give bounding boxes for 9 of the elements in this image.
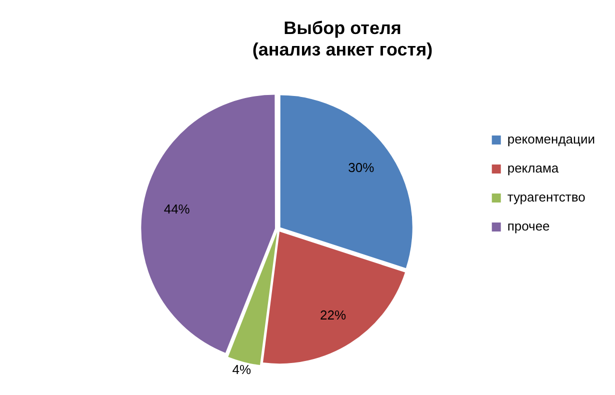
- legend-label: рекомендации: [507, 132, 595, 147]
- chart-title: Выбор отеля (анализ анкет гостя): [252, 18, 433, 60]
- legend-label: реклама: [507, 160, 560, 176]
- data-label: 4%: [232, 362, 252, 377]
- data-label: 22%: [320, 308, 346, 323]
- legend-label: турагентство: [507, 190, 586, 205]
- data-label: 44%: [164, 201, 190, 216]
- legend-label: прочее: [507, 218, 550, 234]
- data-label: 30%: [348, 160, 375, 176]
